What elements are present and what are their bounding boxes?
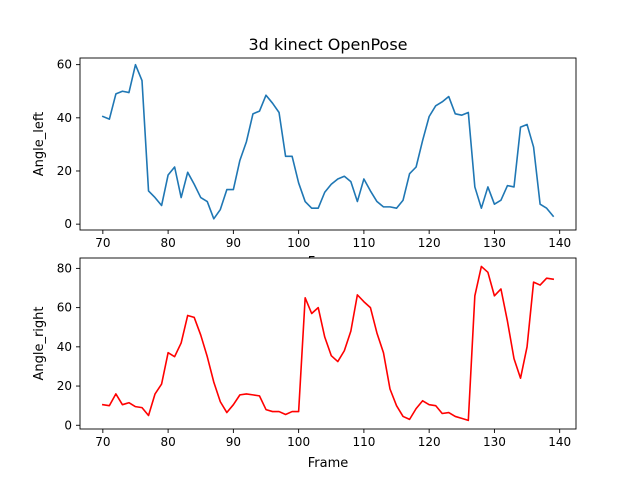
bottom-y-tick-label: 80 — [57, 261, 72, 275]
top-y-axis-label: Angle_left — [32, 112, 47, 177]
bottom-x-tick-label: 100 — [287, 435, 310, 449]
top-y-tick-label: 20 — [57, 164, 72, 178]
top-series-line-0 — [101, 63, 555, 220]
bottom-x-tick-label: 120 — [418, 435, 441, 449]
bottom-y-tick-label: 60 — [57, 301, 72, 315]
chart-title: 3d kinect OpenPose — [248, 35, 407, 54]
bottom-chart-angle-right: 70 80 90 100 110 120 130 140 0 20 40 60 80 Frame Angle… — [32, 257, 577, 471]
top-x-tick-label: 80 — [160, 236, 175, 250]
top-x-tick-label: 120 — [418, 236, 441, 250]
top-axes-frame — [79, 57, 577, 231]
top-x-tick-label: 90 — [226, 236, 241, 250]
bottom-y-tick-label: 40 — [57, 340, 72, 354]
bottom-y-tick-label: 20 — [57, 379, 72, 393]
top-chart-angle-left: 7080901001101201301400204060FrameAngle_l… — [32, 57, 577, 270]
top-y-tick-label: 0 — [64, 217, 72, 231]
top-y-tick-label: 60 — [57, 58, 72, 72]
bottom-x-tick-label: 80 — [160, 435, 175, 449]
top-x-tick-label: 140 — [548, 236, 571, 250]
bottom-x-tick-label: 140 — [548, 435, 571, 449]
bottom-x-tick-label: 70 — [95, 435, 110, 449]
bottom-x-tick-label: 130 — [483, 435, 506, 449]
bottom-x-tick-label: 90 — [226, 435, 241, 449]
top-y-tick-label: 40 — [57, 111, 72, 125]
bottom-x-axis-label: Frame — [308, 456, 349, 471]
top-x-tick-label: 110 — [352, 236, 375, 250]
bottom-x-tick-label: 110 — [352, 435, 375, 449]
bottom-y-axis-label: Angle_right — [32, 306, 47, 380]
bottom-y-tick-label: 0 — [64, 418, 72, 432]
bottom-series-line-0 — [101, 265, 555, 422]
bottom-axes-frame — [79, 257, 577, 430]
top-x-tick-label: 70 — [95, 236, 110, 250]
bottom-axes-background — [80, 258, 576, 429]
top-x-tick-label: 130 — [483, 236, 506, 250]
top-x-tick-label: 100 — [287, 236, 310, 250]
